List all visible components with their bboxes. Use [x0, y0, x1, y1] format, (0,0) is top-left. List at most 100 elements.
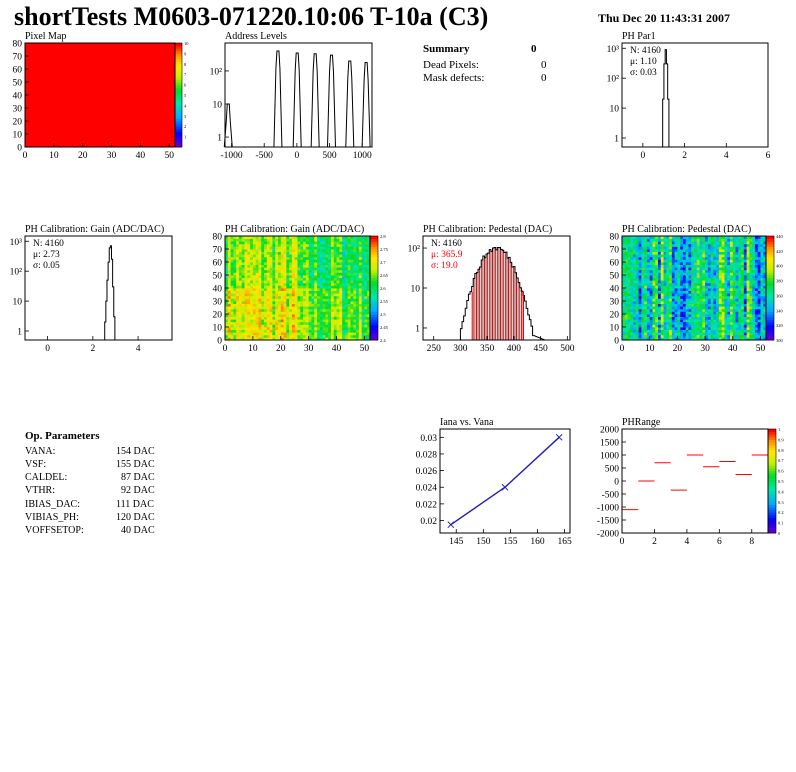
- heatmap-cell: [339, 327, 343, 330]
- heatmap-cell: [350, 288, 354, 291]
- heatmap-cell: [763, 329, 767, 333]
- heatmap-cell: [713, 321, 717, 325]
- colorbar-cell: [370, 262, 378, 266]
- colorbar-cell: [175, 100, 182, 104]
- heatmap-cell: [264, 288, 268, 291]
- heatmap-cell: [227, 249, 231, 252]
- heatmap-cell: [269, 238, 273, 242]
- heatmap-cell: [264, 308, 268, 312]
- heatmap-cell: [655, 280, 659, 284]
- heatmap-cell: [641, 332, 645, 336]
- heatmap-cell: [738, 290, 742, 294]
- heatmap-cell: [336, 277, 340, 281]
- heatmap-cell: [361, 243, 365, 247]
- heatmap-cell: [710, 295, 714, 299]
- heatmap-cell: [289, 267, 293, 271]
- heatmap-cell: [322, 272, 326, 276]
- heatmap-cell: [272, 327, 276, 330]
- heatmap-cell: [682, 319, 687, 323]
- heatmap-cell: [646, 311, 651, 315]
- heatmap-cell: [638, 288, 642, 291]
- colorbar-cell: [768, 431, 776, 435]
- heatmap-cell: [741, 337, 745, 341]
- heatmap-cell: [275, 282, 279, 286]
- heatmap-cell: [319, 238, 323, 242]
- heatmap-cell: [718, 269, 723, 273]
- heatmap-cell: [347, 319, 351, 323]
- heatmap-cell: [294, 238, 298, 242]
- heatmap-cell: [735, 264, 739, 268]
- y-tick-label: 70: [610, 246, 620, 256]
- heatmap-cell: [317, 301, 321, 304]
- heatmap-cell: [646, 251, 651, 255]
- heatmap-cell: [241, 337, 245, 341]
- heatmap-cell: [627, 246, 631, 250]
- heatmap-cell: [225, 329, 229, 333]
- heatmap-cell: [356, 303, 360, 307]
- heatmap-cell: [702, 241, 706, 245]
- heatmap-cell: [272, 324, 276, 328]
- heatmap-cell: [358, 272, 363, 276]
- heatmap-cell: [328, 249, 332, 252]
- heatmap-cell: [367, 319, 371, 323]
- heatmap-cell: [622, 306, 626, 310]
- heatmap-cell: [710, 275, 714, 278]
- heatmap-cell: [255, 264, 259, 268]
- colorbar-tick-label: 380: [776, 279, 784, 284]
- heatmap-cell: [353, 272, 357, 276]
- heatmap-cell: [658, 275, 662, 278]
- heatmap-cell: [322, 249, 326, 252]
- heatmap-cell: [244, 256, 248, 260]
- heatmap-cell: [641, 277, 645, 281]
- heatmap-cell: [732, 288, 736, 291]
- heatmap-cell: [658, 262, 662, 265]
- heatmap-cell: [754, 264, 759, 268]
- heatmap-cell: [308, 337, 312, 341]
- heatmap-cell: [649, 298, 653, 302]
- heatmap-cell: [716, 251, 720, 255]
- colorbar-tick-label: 0.3: [778, 500, 784, 505]
- heatmap-cell: [238, 314, 243, 317]
- heatmap-cell: [724, 334, 728, 338]
- heatmap-cell: [266, 246, 271, 250]
- heatmap-cell: [325, 303, 329, 307]
- heatmap-cell: [649, 275, 653, 278]
- heatmap-cell: [339, 238, 343, 242]
- heatmap-cell: [238, 329, 243, 333]
- y-tick-label: 0: [17, 144, 22, 154]
- heatmap-cell: [330, 301, 335, 304]
- heatmap-cell: [247, 282, 251, 286]
- heatmap-cell: [627, 319, 631, 323]
- heatmap-cell: [752, 316, 756, 320]
- heatmap-cell: [743, 280, 748, 284]
- x-tick-label: 300: [453, 344, 468, 354]
- heatmap-cell: [364, 256, 368, 260]
- heatmap-cell: [713, 243, 717, 247]
- heatmap-cell: [752, 321, 756, 325]
- heatmap-cell: [261, 301, 265, 304]
- heatmap-cell: [699, 290, 703, 294]
- colorbar-tick-label: 0.5: [778, 479, 784, 484]
- heatmap-cell: [241, 280, 245, 284]
- heatmap-cell: [624, 243, 628, 247]
- heatmap-cell: [754, 314, 759, 317]
- colorbar-cell: [370, 282, 378, 286]
- heatmap-cell: [261, 288, 265, 291]
- heatmap-cell: [322, 254, 326, 258]
- heatmap-cell: [353, 243, 357, 247]
- heatmap-cell: [743, 254, 748, 258]
- heatmap-cell: [238, 275, 243, 278]
- heatmap-cell: [358, 251, 363, 255]
- heatmap-cell: [294, 249, 298, 252]
- heatmap-cell: [303, 277, 307, 281]
- heatmap-cell: [716, 238, 720, 242]
- colorbar-cell: [766, 262, 774, 266]
- heatmap-cell: [724, 329, 728, 333]
- heatmap-cell: [671, 246, 676, 250]
- heatmap-cell: [630, 272, 634, 276]
- heatmap-cell: [308, 303, 312, 307]
- heatmap-cell: [660, 311, 664, 315]
- heatmap-cell: [732, 324, 736, 328]
- heatmap-cell: [358, 246, 363, 250]
- heatmap-cell: [342, 321, 346, 325]
